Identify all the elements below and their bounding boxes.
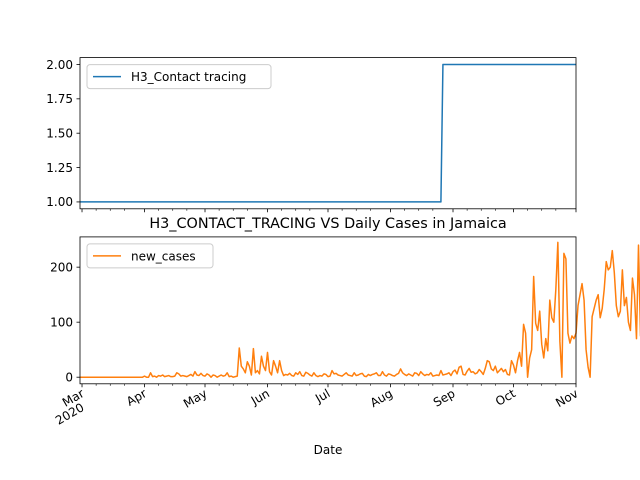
x-tick-label: May	[181, 386, 209, 411]
bottom-ytick-label: 200	[50, 260, 73, 274]
top-axes-frame	[79, 57, 577, 210]
bottom-legend: new_cases	[86, 243, 214, 269]
bottom-ytick-label: 100	[50, 315, 73, 329]
top-ytick-label: 1.50	[46, 127, 73, 141]
bottom-legend-label: new_cases	[131, 249, 196, 263]
x-axis-label: Date	[314, 443, 343, 457]
bottom-ytick-label: 0	[65, 370, 73, 384]
top-legend-label: H3_Contact tracing	[131, 70, 246, 84]
x-tick-label: Jun	[248, 386, 272, 408]
x-tick-label: Sep	[431, 386, 458, 409]
bottom-legend-box	[86, 243, 214, 269]
top-legend-box	[86, 64, 272, 90]
x-tick-label: Nov	[553, 386, 580, 410]
top-legend: H3_Contact tracing	[86, 64, 272, 90]
top-ytick-label: 1.00	[46, 195, 73, 209]
top-axes: 1.00 1.25 1.50 1.75 2.00 H3_Contact tracing	[46, 57, 577, 213]
top-ytick-label: 1.25	[46, 161, 73, 175]
x-tick-label: Oct	[493, 386, 518, 409]
bottom-axes-frame	[79, 236, 577, 385]
chart-title: H3_CONTACT_TRACING VS Daily Cases in Jam…	[149, 216, 506, 232]
series-line-top-0	[80, 63, 576, 203]
top-ytick-label: 2.00	[46, 58, 73, 72]
x-tick-label: Jul	[312, 386, 332, 406]
top-ytick-label: 1.75	[46, 92, 73, 106]
x-tick-label: Apr	[124, 386, 149, 409]
series-line-bottom-0	[80, 241, 640, 378]
x-tick-label: Aug	[368, 386, 395, 410]
